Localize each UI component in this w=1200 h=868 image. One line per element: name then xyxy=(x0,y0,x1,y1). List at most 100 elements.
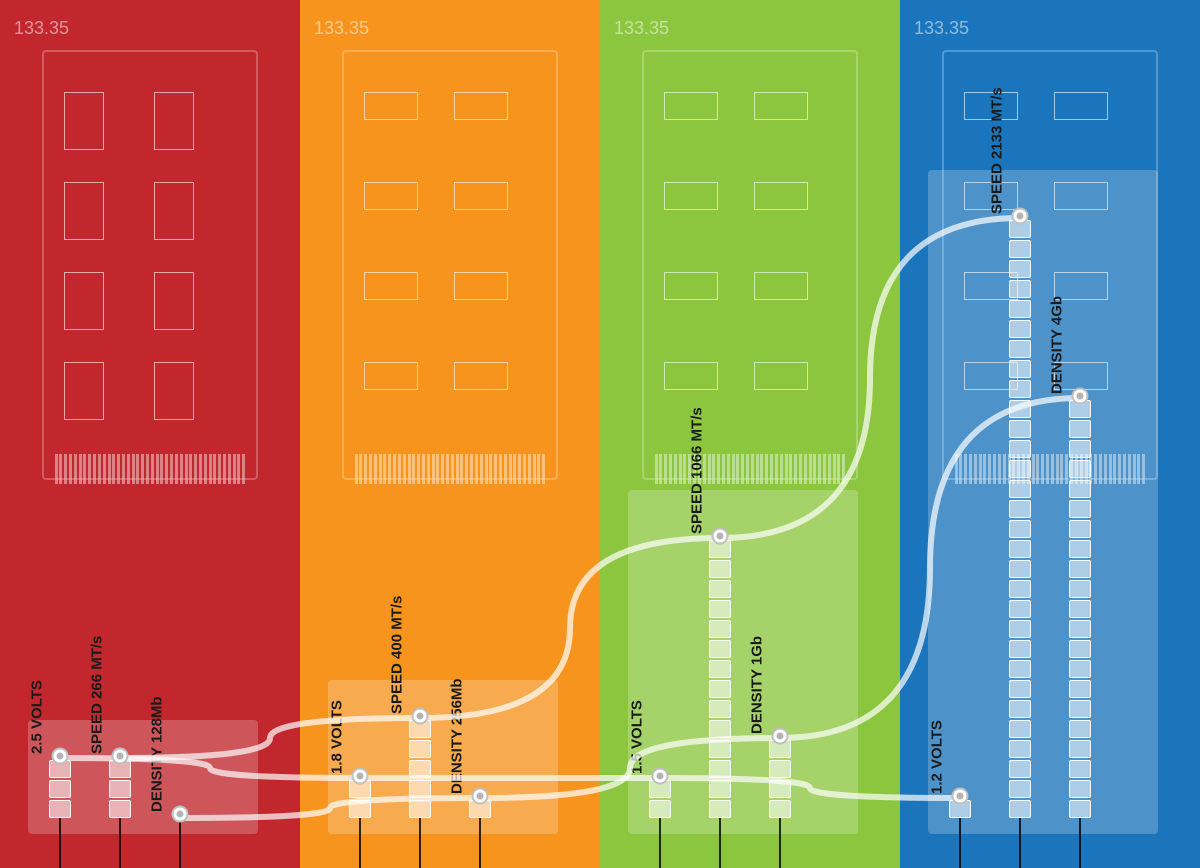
bar-cells xyxy=(645,780,675,818)
bar-stem xyxy=(719,818,721,868)
bar-cell xyxy=(1009,500,1031,518)
data-point-marker xyxy=(172,806,189,823)
bar-cell xyxy=(1069,740,1091,758)
bar-label-volts: 1.2 VOLTS xyxy=(929,720,946,794)
bar-cell xyxy=(1069,760,1091,778)
bar-cells xyxy=(705,540,735,818)
bar-ddr4-volts: 1.2 VOLTS xyxy=(945,800,975,818)
ram-height-label: 133.35 xyxy=(314,18,369,39)
bar-cell xyxy=(1009,360,1031,378)
bar-cell xyxy=(1009,560,1031,578)
bar-cell xyxy=(1069,780,1091,798)
bar-cell xyxy=(709,760,731,778)
bar-cell xyxy=(1069,480,1091,498)
bar-cell xyxy=(1009,600,1031,618)
bar-label-speed: SPEED 266 MT/s xyxy=(89,636,106,754)
bar-cell xyxy=(1009,680,1031,698)
data-point-marker xyxy=(712,528,729,545)
infographic-stage: 133.35133.35133.35133.35 2.5 VOLTSSPEED … xyxy=(0,0,1200,868)
bar-cell xyxy=(109,800,131,818)
ram-stick-illustration xyxy=(642,50,858,480)
bar-cell xyxy=(1069,800,1091,818)
bar-ddr3-density: DENSITY 1Gb xyxy=(765,740,795,818)
bar-cell xyxy=(1009,400,1031,418)
bar-cell xyxy=(649,800,671,818)
bar-cell xyxy=(409,760,431,778)
bar-cell xyxy=(1069,600,1091,618)
bar-cell xyxy=(709,680,731,698)
bar-cell xyxy=(709,560,731,578)
bar-stem xyxy=(1079,818,1081,868)
bar-cell xyxy=(709,780,731,798)
bar-cells xyxy=(345,780,375,818)
bar-stem xyxy=(659,818,661,868)
data-point-marker xyxy=(772,728,789,745)
bar-cells xyxy=(45,760,75,818)
bar-cell xyxy=(769,780,791,798)
bar-ddr2-speed: SPEED 400 MT/s xyxy=(405,720,435,818)
bar-label-speed: SPEED 400 MT/s xyxy=(389,596,406,714)
bar-cell xyxy=(1069,420,1091,438)
bar-label-volts: 1.5 VOLTS xyxy=(629,700,646,774)
bar-cell xyxy=(1069,640,1091,658)
bar-cell xyxy=(1009,480,1031,498)
bar-cell xyxy=(709,640,731,658)
bar-cell xyxy=(1009,300,1031,318)
bar-cell xyxy=(1009,340,1031,358)
bar-stem xyxy=(779,818,781,868)
bar-cell xyxy=(709,620,731,638)
bar-cell xyxy=(709,600,731,618)
ram-stick-illustration xyxy=(342,50,558,480)
bar-cell xyxy=(1009,240,1031,258)
data-point-marker xyxy=(352,768,369,785)
bar-cell xyxy=(409,780,431,798)
bar-cell xyxy=(1009,800,1031,818)
bar-cell xyxy=(709,580,731,598)
bar-cell xyxy=(1069,460,1091,478)
bar-ddr1-speed: SPEED 266 MT/s xyxy=(105,760,135,818)
bar-ddr4-speed: SPEED 2133 MT/s xyxy=(1005,220,1035,818)
bar-cell xyxy=(769,800,791,818)
bar-cell xyxy=(349,800,371,818)
ram-height-label: 133.35 xyxy=(914,18,969,39)
bar-cell xyxy=(409,800,431,818)
bar-cell xyxy=(709,740,731,758)
bar-cell xyxy=(1009,760,1031,778)
bar-cell xyxy=(1009,520,1031,538)
data-point-marker xyxy=(1012,208,1029,225)
bar-label-density: DENSITY 128Mb xyxy=(149,696,166,812)
bar-cell xyxy=(1009,700,1031,718)
bar-label-volts: 2.5 VOLTS xyxy=(29,680,46,754)
bar-cell xyxy=(1009,580,1031,598)
bar-cells xyxy=(1065,400,1095,818)
bar-cell xyxy=(1009,780,1031,798)
bar-cell xyxy=(1069,560,1091,578)
bar-cell xyxy=(1009,540,1031,558)
bar-cell xyxy=(1009,660,1031,678)
bar-cell xyxy=(709,800,731,818)
bar-cell xyxy=(49,800,71,818)
bar-label-speed: SPEED 2133 MT/s xyxy=(989,87,1006,214)
data-point-marker xyxy=(52,748,69,765)
bar-cell xyxy=(109,780,131,798)
bar-cells xyxy=(105,760,135,818)
bar-cells xyxy=(1005,220,1035,818)
bar-stem xyxy=(359,818,361,868)
bar-group-backdrop xyxy=(928,170,1158,834)
data-point-marker xyxy=(652,768,669,785)
bar-cell xyxy=(1009,380,1031,398)
bar-cell xyxy=(49,780,71,798)
bar-label-speed: SPEED 1066 MT/s xyxy=(689,407,706,534)
data-point-marker xyxy=(952,788,969,805)
bar-cells xyxy=(405,720,435,818)
bar-cell xyxy=(1009,740,1031,758)
bar-ddr3-volts: 1.5 VOLTS xyxy=(645,780,675,818)
bar-label-density: DENSITY 256Mb xyxy=(449,678,466,794)
bar-cell xyxy=(1009,260,1031,278)
bar-cell xyxy=(1069,700,1091,718)
bar-cell xyxy=(1069,580,1091,598)
bar-stem xyxy=(59,818,61,868)
bar-cell xyxy=(1009,460,1031,478)
bar-ddr1-volts: 2.5 VOLTS xyxy=(45,760,75,818)
data-point-marker xyxy=(472,788,489,805)
